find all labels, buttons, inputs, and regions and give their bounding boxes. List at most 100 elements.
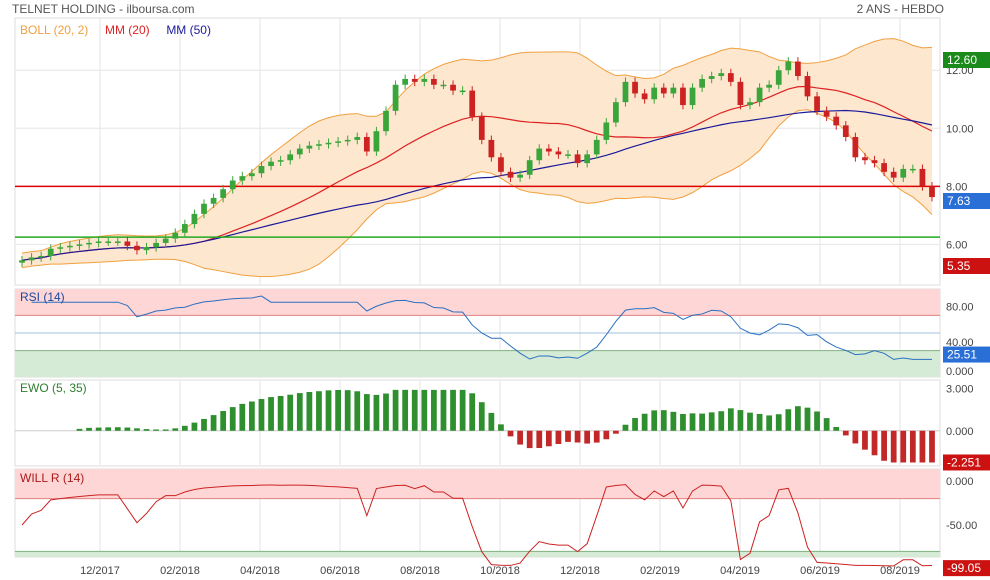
ewo-badge-bg (943, 454, 990, 471)
candle-body (431, 78, 437, 85)
ewo-bar (708, 412, 715, 431)
ewo-bar (383, 393, 389, 431)
candle-body (105, 241, 112, 243)
candle-body (143, 247, 150, 251)
panel-frame-2 (14, 379, 941, 467)
price-tick-label: 10.00 (946, 123, 974, 135)
candle-body (823, 110, 830, 117)
candle-body (76, 244, 83, 246)
price-badge-top-bg (943, 52, 990, 68)
legend: BOLL (20, 2) MM (20) MM (50) (20, 23, 211, 37)
ewo-bar (632, 418, 638, 431)
candle-body (641, 93, 648, 100)
candle-body (756, 87, 763, 103)
candle-body (929, 186, 935, 198)
candle-body (507, 171, 514, 178)
candle-body (469, 90, 476, 117)
ewo-label: EWO (5, 35) (20, 381, 87, 395)
candle-body (708, 76, 715, 79)
ewo-bar (335, 389, 341, 431)
x-axis-label: 10/2018 (480, 565, 520, 577)
candle-body (124, 241, 131, 246)
candle-body (402, 78, 409, 85)
candle-body (804, 76, 811, 97)
ewo-bar (488, 412, 495, 431)
ewo-bar (220, 411, 227, 431)
candle-body (363, 136, 370, 152)
candle-body (919, 168, 926, 187)
candle-body (680, 87, 686, 106)
candle-body (134, 245, 140, 251)
candle-body (488, 139, 495, 158)
ewo-bar (105, 427, 112, 431)
candle-body (335, 141, 341, 143)
ewo-bar (162, 429, 169, 431)
candle-body (354, 136, 361, 140)
ewo-bar (344, 390, 351, 431)
legend-mm50: MM (50) (166, 23, 211, 37)
ewo-bar (201, 418, 207, 431)
candle-body (325, 142, 332, 145)
ewo-bar (699, 413, 705, 431)
ewo-bar (373, 394, 380, 431)
legend-mm20: MM (20) (104, 23, 150, 37)
candle-body (229, 180, 236, 190)
candle-body (517, 174, 523, 178)
ewo-bar (804, 407, 811, 431)
ewo-bar (574, 430, 581, 443)
candle-body (95, 241, 102, 243)
ewo-bar (210, 415, 217, 431)
candle-body (86, 242, 92, 245)
ewo-bar (823, 418, 830, 431)
candle-body (785, 61, 792, 71)
bollinger-band-fill (22, 38, 932, 277)
rsi-label: RSI (14) (20, 290, 65, 304)
candle-body (718, 73, 725, 77)
ewo-bar (402, 389, 409, 431)
ewo-bar (737, 410, 744, 431)
ewo-bar (852, 430, 859, 444)
ewo-bar (507, 430, 514, 437)
candle-body (459, 90, 466, 93)
ewo-bar (747, 412, 753, 431)
candle-body (651, 87, 658, 100)
ewo-bar (296, 393, 303, 431)
candle-body (900, 168, 907, 178)
legend-boll: BOLL (20, 2) (20, 23, 89, 37)
ewo-bar (670, 411, 677, 431)
ewo-bar (114, 427, 121, 431)
candle-body (28, 257, 35, 261)
ewo-tick-label: 3.000 (946, 383, 974, 395)
candle-body (344, 139, 351, 142)
candle-body (249, 173, 255, 177)
willr-tick-label: -50.00 (946, 520, 977, 532)
bollinger-lower-line (21, 109, 933, 278)
x-axis-label: 08/2018 (400, 565, 440, 577)
candle-body (411, 78, 418, 82)
ewo-bar (306, 391, 313, 431)
candle-body (114, 241, 121, 243)
x-axis-label: 06/2018 (320, 565, 360, 577)
ewo-bar (143, 429, 150, 431)
ewo-bar (191, 422, 198, 431)
ewo-bar (680, 413, 686, 431)
candle-body (603, 122, 610, 140)
candle-body (306, 145, 313, 149)
candle-body (574, 154, 581, 164)
ewo-bar (555, 430, 562, 444)
ewo-bar (890, 430, 897, 463)
ewo-bar (134, 428, 140, 431)
candle-body (210, 197, 217, 204)
candle-body (181, 224, 188, 233)
ewo-bar (431, 389, 437, 431)
candle-body (862, 157, 868, 161)
ewo-bar (526, 430, 533, 449)
candle-body (47, 248, 54, 256)
ewo-bar (459, 389, 466, 431)
willr-badge-bg (943, 560, 990, 577)
willr-line (21, 484, 933, 567)
ewo-bar (756, 413, 763, 431)
candle-body (450, 84, 456, 91)
candle-body (814, 96, 820, 111)
